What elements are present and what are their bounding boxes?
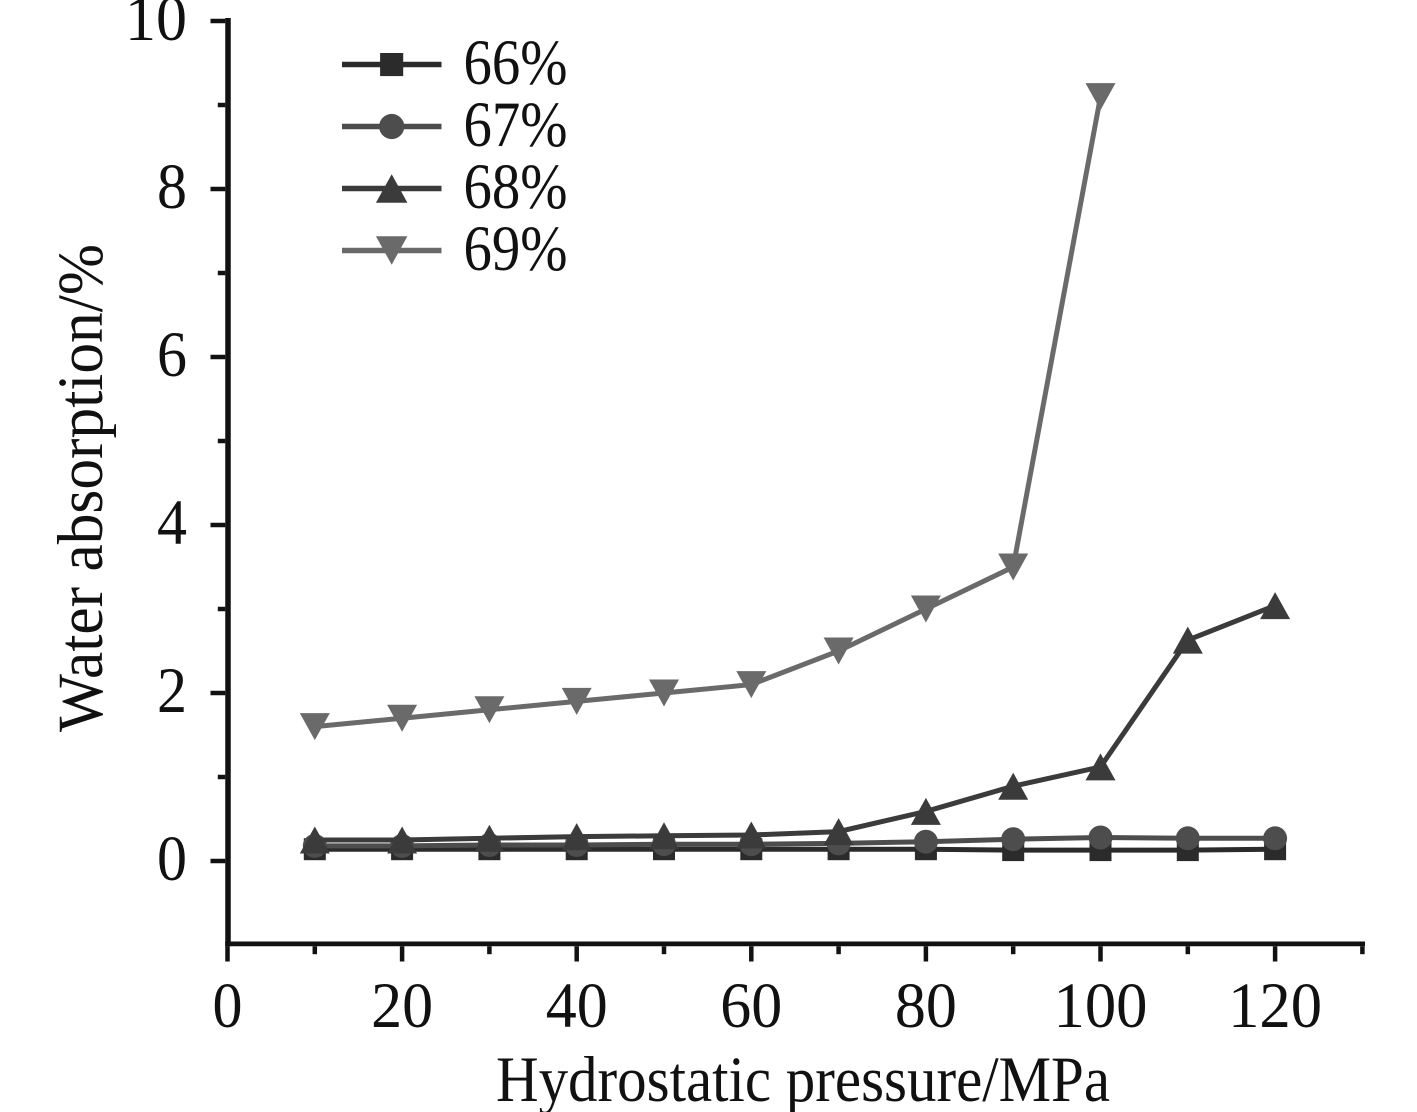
svg-text:69%: 69% xyxy=(464,213,568,285)
svg-text:0: 0 xyxy=(213,970,243,1042)
svg-text:80: 80 xyxy=(895,970,957,1042)
svg-text:120: 120 xyxy=(1228,970,1322,1042)
svg-text:10: 10 xyxy=(125,0,187,55)
svg-text:Hydrostatic pressure/MPa: Hydrostatic pressure/MPa xyxy=(496,1044,1110,1112)
svg-text:20: 20 xyxy=(371,970,433,1042)
svg-text:0: 0 xyxy=(157,823,187,895)
svg-text:6: 6 xyxy=(157,319,187,391)
svg-text:67%: 67% xyxy=(464,89,568,161)
svg-text:40: 40 xyxy=(546,970,608,1042)
svg-text:8: 8 xyxy=(157,151,187,223)
svg-text:4: 4 xyxy=(157,487,187,559)
svg-text:66%: 66% xyxy=(464,27,568,99)
svg-text:2: 2 xyxy=(157,655,187,727)
svg-text:60: 60 xyxy=(720,970,782,1042)
svg-text:68%: 68% xyxy=(464,151,568,223)
svg-text:100: 100 xyxy=(1054,970,1148,1042)
svg-text:Water absorption/%: Water absorption/% xyxy=(45,244,117,732)
